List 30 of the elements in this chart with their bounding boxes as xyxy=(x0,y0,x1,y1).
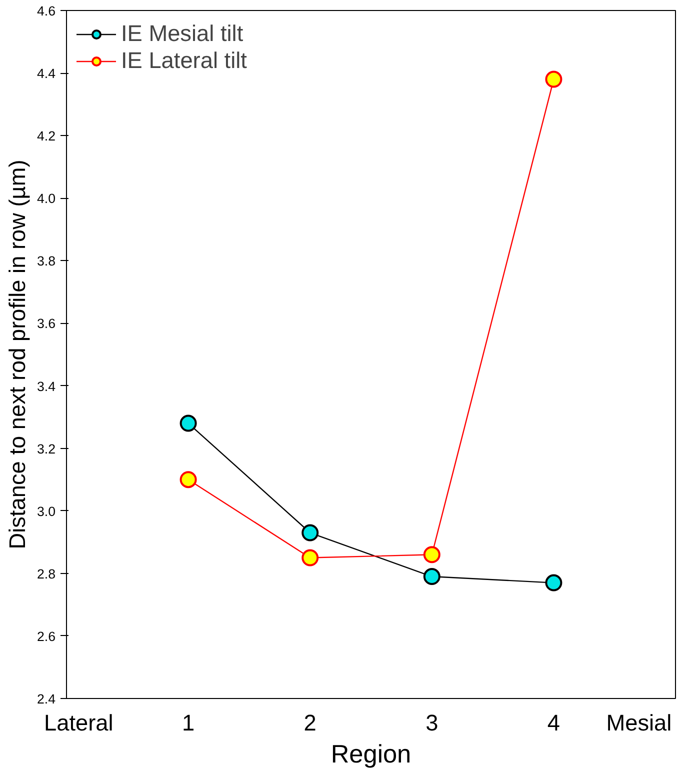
x-tick-label: Mesial xyxy=(606,710,672,736)
y-tick-label: 4.2 xyxy=(36,128,56,144)
y-tick-label: 4.4 xyxy=(36,66,56,82)
point xyxy=(545,70,562,88)
x-axis-title: Region xyxy=(330,740,412,768)
x-tick-label: 3 xyxy=(426,710,438,736)
y-tick-label: 4.6 xyxy=(36,4,56,18)
point xyxy=(423,546,440,564)
point xyxy=(302,549,319,566)
y-tick-label: 3.8 xyxy=(36,254,56,269)
x-tick-label: 2 xyxy=(304,710,316,736)
y-tick-label: 3.2 xyxy=(36,441,56,456)
point xyxy=(302,524,319,542)
x-tick-label: 1 xyxy=(182,710,195,736)
y-axis-title: Distance to next rod profile in row (µm) xyxy=(4,160,30,550)
point xyxy=(180,471,197,488)
y-tick-label: 4.0 xyxy=(36,191,56,206)
y-tick-label: 3.4 xyxy=(36,378,56,394)
y-tick-label: 2.6 xyxy=(36,628,56,644)
y-tick-label: 2.8 xyxy=(36,566,56,582)
x-tick-label: 4 xyxy=(547,710,560,736)
point xyxy=(423,568,440,586)
x-tick-label: Lateral xyxy=(44,710,114,736)
y-tick-label: 3.6 xyxy=(36,316,56,332)
y-tick-label: 2.4 xyxy=(36,692,56,706)
legend-label: IE Mesial tilt xyxy=(121,20,244,47)
point xyxy=(545,574,562,592)
point xyxy=(180,414,197,432)
y-tick-label: 3.0 xyxy=(36,504,56,519)
legend-label: IE Lateral tilt xyxy=(121,47,247,74)
